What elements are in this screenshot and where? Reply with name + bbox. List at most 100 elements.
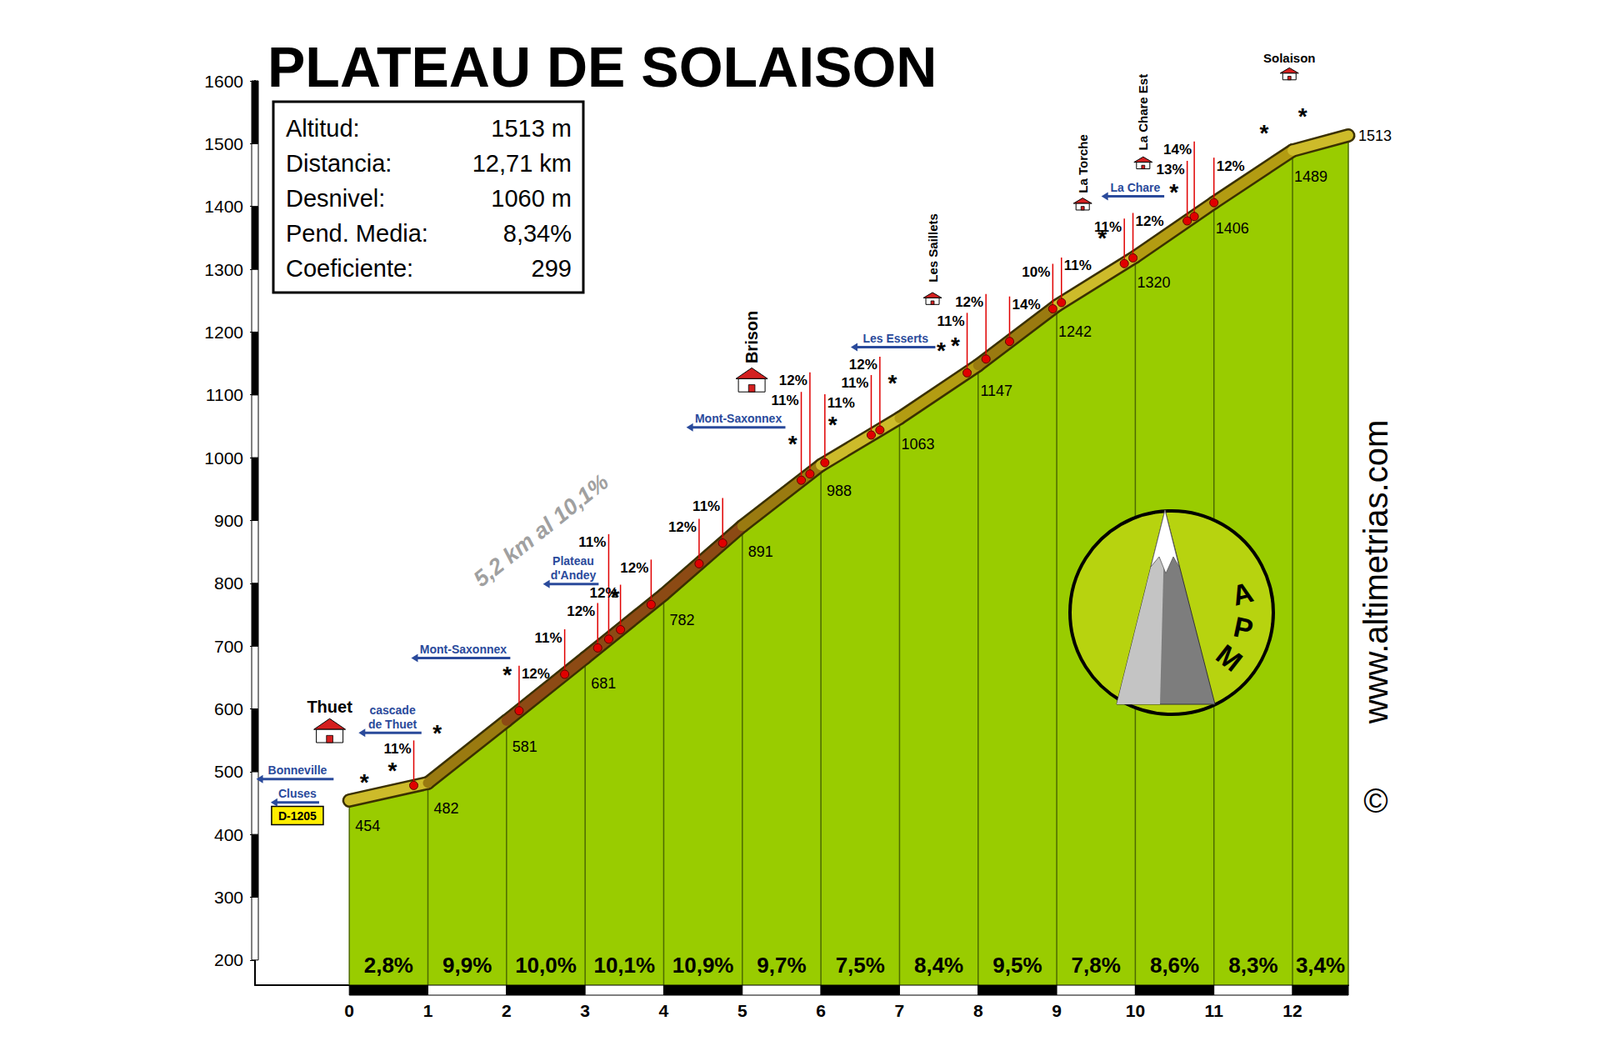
svg-text:10,1%: 10,1% (593, 952, 655, 978)
svg-text:800: 800 (214, 573, 244, 593)
svg-text:Coeficiente:: Coeficiente: (285, 255, 414, 282)
svg-text:*: * (502, 661, 512, 688)
svg-text:Les Esserts: Les Esserts (862, 331, 929, 345)
svg-text:*: * (1097, 225, 1107, 251)
svg-text:10,0%: 10,0% (515, 952, 577, 978)
svg-text:*: * (887, 370, 897, 396)
svg-text:200: 200 (214, 950, 244, 970)
svg-text:1: 1 (423, 1000, 434, 1020)
svg-text:7,5%: 7,5% (835, 952, 885, 978)
svg-text:1063: 1063 (900, 435, 935, 453)
svg-text:9,5%: 9,5% (992, 952, 1042, 978)
svg-text:Desnivel:: Desnivel: (285, 185, 385, 212)
svg-text:10: 10 (1125, 1000, 1145, 1020)
svg-text:300: 300 (214, 887, 244, 907)
svg-text:8,4%: 8,4% (914, 952, 964, 978)
svg-text:1513: 1513 (1358, 127, 1392, 145)
svg-text:1406: 1406 (1215, 220, 1250, 237)
svg-text:Pend. Media:: Pend. Media: (285, 220, 429, 247)
svg-text:1200: 1200 (204, 322, 244, 342)
svg-text:11%: 11% (1064, 257, 1092, 274)
svg-text:988: 988 (826, 482, 852, 500)
svg-text:9,9%: 9,9% (442, 952, 492, 978)
svg-text:D-1205: D-1205 (278, 809, 317, 823)
svg-text:*: * (828, 411, 838, 438)
svg-text:11%: 11% (383, 740, 411, 757)
svg-text:482: 482 (433, 800, 459, 817)
svg-text:*: * (432, 720, 442, 746)
svg-text:d'Andey: d'Andey (550, 568, 597, 582)
svg-text:1600: 1600 (204, 71, 244, 91)
svg-text:2,8%: 2,8% (364, 952, 414, 978)
svg-text:Bonneville: Bonneville (268, 763, 328, 777)
svg-text:Distancia:: Distancia: (285, 150, 392, 177)
svg-text:12,71 km: 12,71 km (472, 150, 572, 177)
svg-text:*: * (950, 332, 960, 359)
svg-text:Cluses: Cluses (278, 786, 317, 800)
svg-text:cascade: cascade (369, 703, 415, 717)
svg-text:12%: 12% (521, 665, 550, 682)
svg-text:14%: 14% (1011, 296, 1040, 313)
svg-text:A: A (1228, 575, 1257, 612)
svg-text:*: * (936, 337, 946, 364)
svg-text:12%: 12% (1216, 158, 1245, 175)
svg-text:Altitud:: Altitud: (285, 115, 360, 142)
svg-text:891: 891 (748, 543, 774, 560)
svg-text:*: * (610, 584, 620, 610)
svg-text:900: 900 (214, 510, 244, 530)
svg-text:13%: 13% (1156, 161, 1185, 178)
svg-text:*: * (1260, 120, 1270, 146)
svg-text:Mont-Saxonnex: Mont-Saxonnex (695, 411, 782, 425)
svg-text:10,9%: 10,9% (672, 952, 735, 978)
svg-text:12%: 12% (849, 356, 878, 373)
svg-text:*: * (1298, 103, 1308, 130)
svg-text:La Chare Est: La Chare Est (1135, 74, 1150, 151)
svg-text:*: * (788, 430, 798, 457)
svg-text:11%: 11% (770, 392, 799, 409)
svg-text:Thuet: Thuet (306, 697, 353, 716)
svg-text:12%: 12% (566, 603, 595, 620)
svg-text:Mont-Saxonnex: Mont-Saxonnex (420, 642, 507, 656)
svg-text:681: 681 (590, 675, 616, 692)
svg-text:©: © (1363, 782, 1388, 820)
svg-text:12%: 12% (779, 372, 808, 389)
svg-text:14%: 14% (1163, 141, 1192, 158)
svg-text:500: 500 (214, 761, 244, 781)
svg-text:11%: 11% (827, 395, 855, 411)
svg-text:7,8%: 7,8% (1071, 952, 1121, 978)
svg-text:7: 7 (895, 1000, 905, 1020)
svg-text:4: 4 (659, 1000, 670, 1020)
svg-text:3,4%: 3,4% (1295, 952, 1345, 978)
svg-text:www.altimetrias.com: www.altimetrias.com (1357, 420, 1395, 725)
svg-text:12%: 12% (1135, 213, 1165, 230)
svg-text:Les Saillets: Les Saillets (925, 213, 940, 283)
svg-text:12%: 12% (620, 560, 649, 576)
svg-text:*: * (388, 757, 398, 784)
svg-text:de Thuet: de Thuet (368, 717, 418, 731)
svg-text:1489: 1489 (1294, 168, 1328, 185)
svg-text:3: 3 (580, 1000, 590, 1020)
svg-text:12: 12 (1282, 1000, 1302, 1020)
svg-text:5,2 km al 10,1%: 5,2 km al 10,1% (469, 469, 614, 592)
svg-text:12%: 12% (955, 294, 984, 310)
svg-text:581: 581 (512, 738, 538, 755)
svg-text:600: 600 (214, 699, 244, 719)
svg-text:*: * (360, 769, 370, 795)
svg-text:Brison: Brison (742, 310, 761, 364)
svg-text:8,6%: 8,6% (1150, 952, 1200, 978)
svg-text:M: M (1210, 637, 1249, 677)
svg-text:P: P (1230, 610, 1256, 645)
svg-text:La Torche: La Torche (1075, 134, 1090, 194)
svg-text:*: * (1169, 179, 1179, 205)
svg-text:12%: 12% (668, 519, 697, 535)
svg-text:5: 5 (737, 1000, 748, 1020)
svg-text:Solaison: Solaison (1263, 50, 1316, 65)
svg-text:299: 299 (531, 255, 572, 282)
svg-text:8,34%: 8,34% (503, 220, 572, 247)
svg-text:8,3%: 8,3% (1228, 952, 1278, 978)
svg-text:454: 454 (355, 817, 380, 835)
svg-text:PLATEAU DE SOLAISON: PLATEAU DE SOLAISON (267, 35, 937, 99)
svg-text:11%: 11% (936, 313, 965, 330)
svg-text:8: 8 (973, 1000, 984, 1020)
svg-text:1300: 1300 (204, 260, 244, 280)
